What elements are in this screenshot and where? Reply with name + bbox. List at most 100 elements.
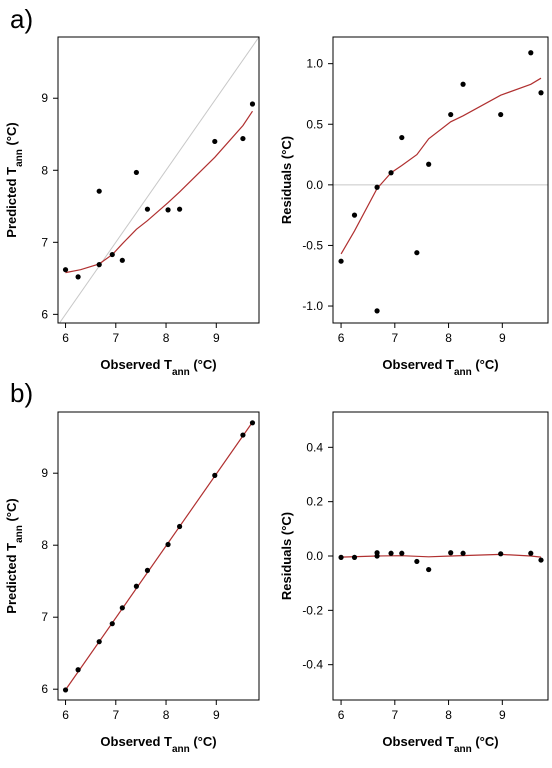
- b-predicted-data-point: [249, 420, 256, 426]
- b-residuals-ytick-label: 0.2: [306, 495, 323, 509]
- b-predicted-data-point: [96, 639, 102, 645]
- panel-label-a: a): [10, 4, 34, 34]
- a-residuals-data-point: [338, 258, 344, 264]
- a-predicted-y-axis-label: Predicted Tann (°C): [4, 122, 25, 237]
- a-predicted-data-point: [119, 257, 125, 263]
- b-residuals-fit-line: [341, 553, 542, 558]
- a-residuals-xtick-label: 7: [391, 331, 398, 345]
- b-residuals-data-point: [448, 550, 454, 556]
- a-residuals-data-point: [528, 50, 534, 56]
- b-residuals-data-point: [426, 566, 432, 573]
- b-residuals-xtick-label: 8: [445, 708, 452, 722]
- a-residuals-data-point: [374, 184, 380, 190]
- b-residuals-xtick-label: 7: [391, 708, 398, 722]
- a-predicted-data-point: [96, 188, 102, 194]
- a-residuals-data-point: [498, 111, 504, 118]
- a-residuals-ytick-label: 0.5: [306, 117, 323, 131]
- b-residuals-data-point: [338, 554, 344, 560]
- b-residuals-data-point: [528, 550, 534, 556]
- a-residuals-ytick-label: -1.0: [302, 299, 323, 313]
- a-residuals-xtick-label: 9: [499, 331, 506, 345]
- b-residuals-ytick-label: 0.0: [306, 549, 323, 563]
- a-predicted-x-axis-label: Observed Tann (°C): [100, 357, 216, 378]
- a-predicted-xtick-label: 9: [213, 331, 220, 345]
- a-predicted-plot-frame: [57, 36, 260, 324]
- a-predicted-data-point: [249, 101, 256, 107]
- a-residuals-plot-frame: [332, 36, 549, 324]
- a-predicted-ytick-label: 6: [41, 307, 48, 321]
- a-residuals-xtick-label: 6: [338, 331, 345, 345]
- a-predicted-ytick-label: 9: [41, 91, 48, 105]
- a-predicted-xtick-label: 8: [163, 331, 170, 345]
- a-predicted-data-point: [212, 138, 218, 145]
- a-residuals-xtick-label: 8: [445, 331, 452, 345]
- b-residuals-data-point: [498, 551, 504, 557]
- a-predicted-data-point: [144, 206, 151, 212]
- a-residuals-data-point: [351, 212, 358, 218]
- b-predicted-ytick-label: 9: [41, 466, 48, 480]
- b-predicted-fit-line: [65, 421, 253, 691]
- a-residuals-data-point: [374, 308, 380, 314]
- a-predicted-data-point: [62, 267, 69, 273]
- a-predicted-ytick-label: 8: [41, 163, 48, 177]
- a-predicted-data-point: [109, 251, 115, 258]
- a-predicted-ytick-label: 7: [41, 235, 48, 249]
- a-residuals-data-point: [448, 111, 454, 118]
- b-predicted-xtick-label: 8: [163, 708, 170, 722]
- b-predicted-data-point: [75, 667, 81, 673]
- a-predicted-xtick-label: 7: [112, 331, 119, 345]
- b-residuals-data-point: [388, 550, 394, 556]
- a-residuals-data-point: [426, 161, 432, 167]
- b-predicted-data-point: [62, 687, 69, 693]
- a-predicted-data-point: [177, 206, 183, 212]
- a-residuals-y-axis-label: Residuals (°C): [279, 136, 294, 224]
- b-residuals-data-point: [399, 550, 405, 556]
- b-predicted-xtick-label: 6: [62, 708, 69, 722]
- b-residuals-ytick-label: -0.2: [302, 603, 323, 617]
- b-predicted-plot-frame: [57, 411, 260, 701]
- b-residuals-xtick-label: 9: [499, 708, 506, 722]
- a-residuals-x-axis-label: Observed Tann (°C): [382, 357, 498, 378]
- b-predicted-data-point: [165, 541, 171, 548]
- b-predicted-ytick-label: 6: [41, 682, 48, 696]
- b-predicted-xtick-label: 9: [213, 708, 220, 722]
- b-predicted-data-point: [133, 583, 139, 589]
- a-residuals-data-point: [399, 134, 405, 141]
- b-predicted-xtick-label: 7: [112, 708, 119, 722]
- a-residuals-ytick-label: 0.0: [306, 178, 323, 192]
- b-residuals-data-point: [414, 558, 420, 565]
- b-predicted-data-point: [109, 621, 115, 627]
- a-residuals-fit-line: [340, 77, 542, 255]
- b-predicted-data-point: [119, 605, 125, 611]
- b-predicted-data-point: [144, 567, 151, 574]
- a-residuals-ytick-label: -0.5: [302, 238, 323, 252]
- a-residuals-ytick-label: 1.0: [306, 57, 323, 71]
- b-residuals-ytick-label: 0.4: [306, 440, 323, 454]
- b-predicted-ytick-label: 7: [41, 610, 48, 624]
- a-residuals-data-point: [460, 81, 466, 87]
- b-residuals-data-point: [460, 550, 466, 556]
- a-predicted-data-point: [165, 207, 171, 213]
- a-predicted-data-point: [133, 169, 139, 176]
- a-predicted-fit-line: [65, 110, 253, 274]
- panel-label-b: b): [10, 378, 34, 408]
- b-residuals-data-point: [351, 554, 358, 560]
- b-residuals-ytick-label: -0.4: [302, 658, 323, 672]
- b-residuals-xtick-label: 6: [338, 708, 345, 722]
- b-residuals-y-axis-label: Residuals (°C): [279, 512, 294, 600]
- a-residuals-data-point: [538, 90, 544, 96]
- b-residuals-x-axis-label: Observed Tann (°C): [382, 734, 498, 755]
- a-predicted-data-point: [96, 262, 102, 268]
- b-predicted-x-axis-label: Observed Tann (°C): [100, 734, 216, 755]
- a-predicted-data-point: [240, 135, 246, 142]
- a-residuals-data-point: [388, 170, 394, 176]
- b-predicted-data-point: [212, 472, 218, 478]
- b-predicted-ytick-label: 8: [41, 538, 48, 552]
- a-predicted-one-to-one-line: [58, 37, 259, 323]
- a-predicted-xtick-label: 6: [62, 331, 69, 345]
- b-predicted-data-point: [240, 432, 246, 438]
- b-predicted-data-point: [177, 523, 183, 530]
- b-predicted-y-axis-label: Predicted Tann (°C): [4, 498, 25, 613]
- b-residuals-data-point: [374, 550, 380, 556]
